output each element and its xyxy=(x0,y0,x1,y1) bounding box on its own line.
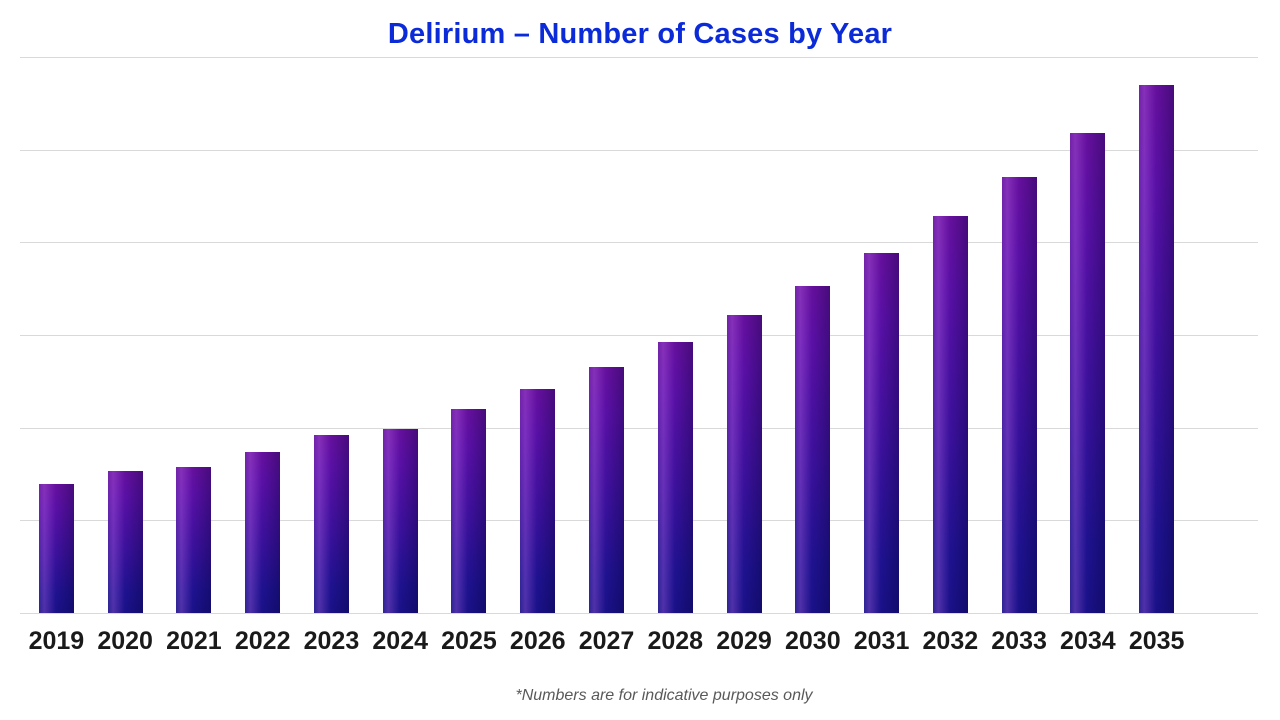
gridline xyxy=(20,427,1258,429)
x-label-2022: 2022 xyxy=(234,627,291,655)
bar-slot-2021 xyxy=(160,57,229,613)
bar-2024 xyxy=(382,428,418,613)
x-label-2035: 2035 xyxy=(1128,627,1185,655)
x-label-2019: 2019 xyxy=(28,627,85,655)
x-label-2028: 2028 xyxy=(647,627,704,655)
bar-2019 xyxy=(38,484,74,613)
bar-slot-2019 xyxy=(22,57,91,613)
gridline xyxy=(20,520,1258,522)
bar-slot-2031 xyxy=(847,57,916,613)
bar-slot-2033 xyxy=(985,57,1054,613)
x-label-2030: 2030 xyxy=(784,627,841,655)
gridline xyxy=(20,613,1258,614)
bar-2021 xyxy=(176,466,212,613)
footnote: *Numbers are for indicative purposes onl… xyxy=(515,687,813,704)
plot-area xyxy=(20,57,1258,614)
x-label-2034: 2034 xyxy=(1060,627,1116,655)
gridline xyxy=(20,242,1258,244)
bar-2028 xyxy=(657,342,693,613)
x-axis-labels: 2019 2020 2021 2022 2023 2024 2025 2026 2027 2028… xyxy=(22,627,1191,656)
gridline xyxy=(20,57,1258,58)
x-label-2023: 2023 xyxy=(303,627,360,655)
bar-2033 xyxy=(1001,176,1037,613)
x-label-2031: 2031 xyxy=(853,627,910,655)
bar-2026 xyxy=(520,388,556,613)
x-label-2029: 2029 xyxy=(716,627,772,655)
bar-2034 xyxy=(1070,133,1106,613)
bar-slot-2027 xyxy=(572,57,641,613)
bar-slot-2028 xyxy=(641,57,710,613)
bar-2030 xyxy=(795,285,831,613)
bar-slot-2029 xyxy=(710,57,779,613)
bar-slot-2020 xyxy=(91,57,160,613)
bar-slot-2025 xyxy=(435,57,504,613)
bar-2031 xyxy=(864,252,900,613)
x-label-2027: 2027 xyxy=(578,627,635,655)
bar-2025 xyxy=(451,409,487,613)
bar-slot-2022 xyxy=(228,57,297,613)
bar-2029 xyxy=(726,314,762,613)
bar-2023 xyxy=(313,435,349,613)
bar-2035 xyxy=(1139,84,1175,613)
bar-slot-2026 xyxy=(503,57,572,613)
x-label-2021: 2021 xyxy=(166,627,222,655)
chart-title: Delirium – Number of Cases by Year xyxy=(387,18,893,50)
x-label-2020: 2020 xyxy=(97,627,153,655)
gridline xyxy=(20,335,1258,336)
bar-slot-2030 xyxy=(778,57,847,613)
x-label-2025: 2025 xyxy=(441,627,497,655)
bar-2032 xyxy=(932,216,968,613)
x-label-2033: 2033 xyxy=(991,627,1047,655)
bar-2022 xyxy=(245,451,281,613)
bar-slot-2023 xyxy=(297,57,366,613)
x-label-2024: 2024 xyxy=(372,627,429,655)
bar-slot-2035 xyxy=(1122,57,1191,613)
x-label-2032: 2032 xyxy=(922,627,979,655)
x-label-2026: 2026 xyxy=(509,627,566,655)
gridline xyxy=(20,149,1258,151)
bar-slot-2034 xyxy=(1053,57,1122,613)
bar-2027 xyxy=(589,367,624,613)
bar-2020 xyxy=(107,471,143,613)
bars-region xyxy=(22,57,1191,613)
bar-slot-2032 xyxy=(916,57,985,613)
bar-slot-2024 xyxy=(366,57,435,613)
